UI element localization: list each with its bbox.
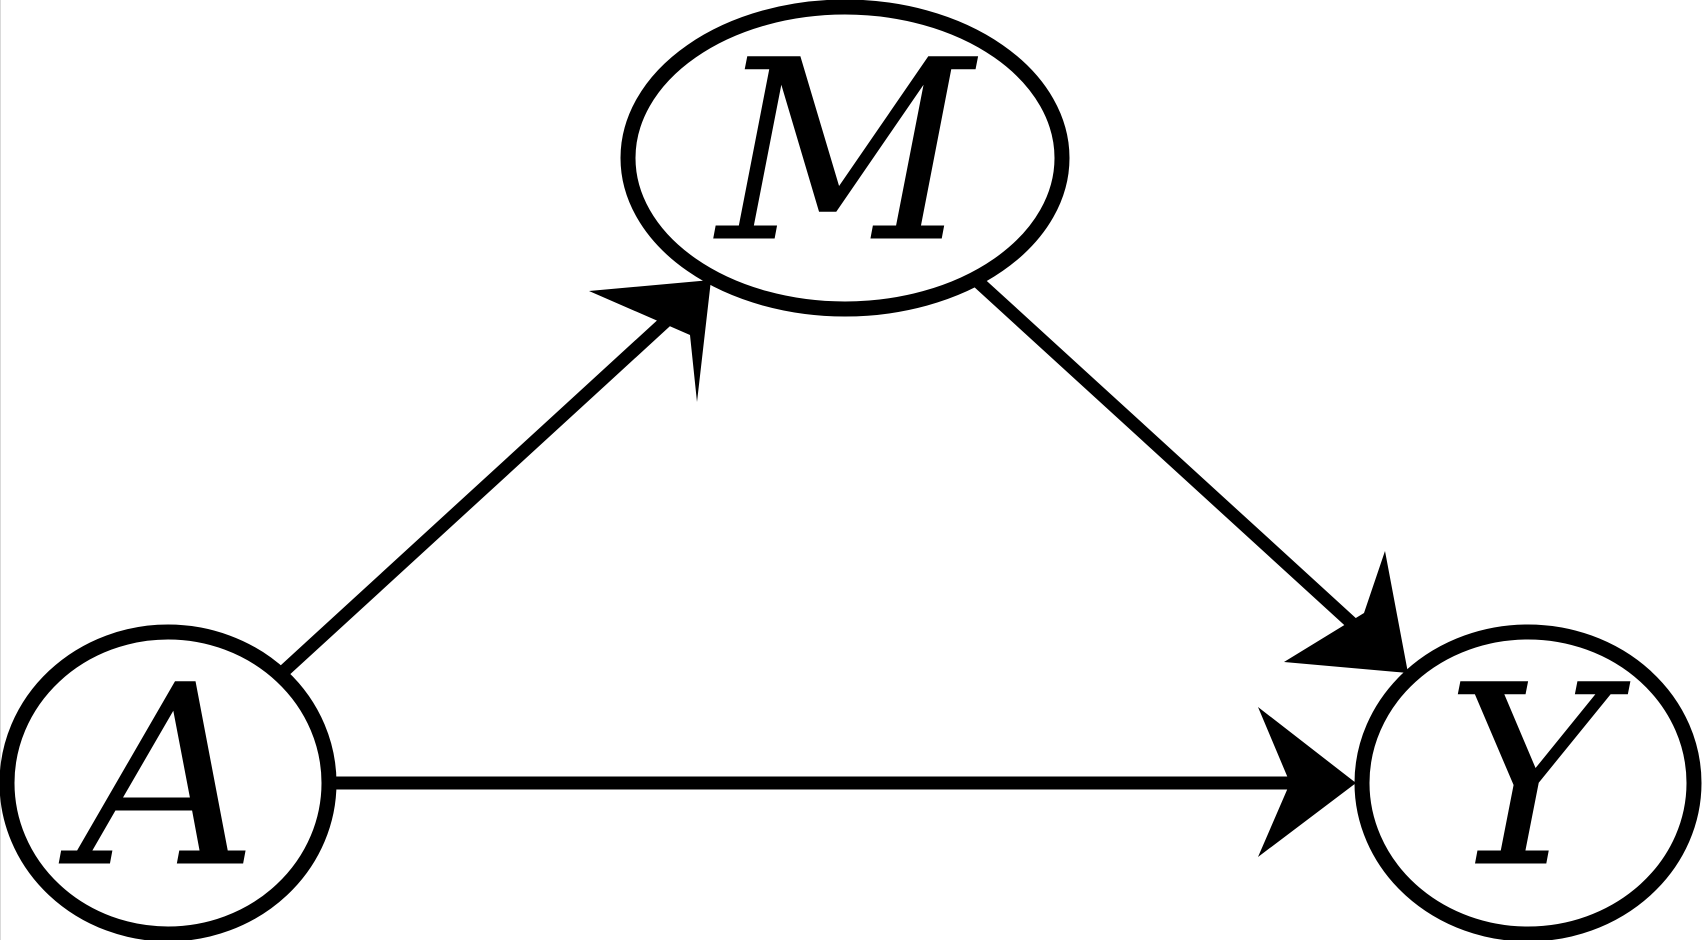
- page-left-border: [0, 0, 1, 940]
- node-m: M: [620, 0, 1070, 317]
- edge-a-to-m: [278, 316, 671, 677]
- arrowhead-a-to-m: [589, 280, 711, 402]
- node-y-label: Y: [1445, 632, 1630, 923]
- node-a-ellipse: [0, 624, 337, 940]
- node-y: Y: [1354, 624, 1702, 940]
- node-m-ellipse: [620, 0, 1070, 317]
- node-a: A: [0, 624, 337, 940]
- node-a-label: A: [58, 632, 259, 923]
- arrowhead-a-to-y: [1258, 707, 1356, 857]
- arrowhead-m-to-y: [1284, 551, 1408, 673]
- node-y-ellipse: [1354, 624, 1702, 940]
- node-m-label: M: [713, 7, 979, 298]
- edge-m-to-y: [970, 274, 1361, 632]
